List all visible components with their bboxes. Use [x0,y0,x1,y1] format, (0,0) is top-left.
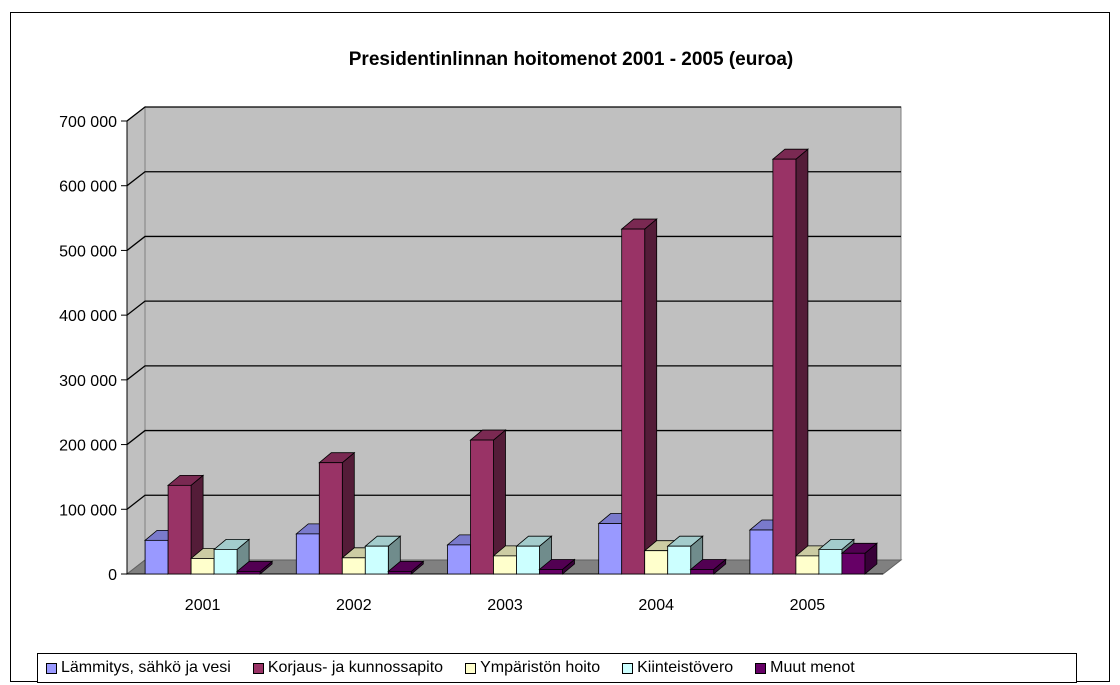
bar [667,545,692,575]
chart-frame: Presidentinlinnan hoitomenot 2001 - 2005… [10,12,1110,683]
bar [341,557,366,575]
y-tick-label: 0 [108,567,117,584]
y-tick-label: 600 000 [59,179,117,196]
bar-side [795,148,809,575]
bar [295,533,320,575]
legend-item: Korjaus- ja kunnossapito [252,659,444,677]
bar [447,544,471,575]
legend-item: Kiinteistövero [622,659,733,677]
legend-label: Korjaus- ja kunnossapito [267,659,444,676]
bar [470,439,494,575]
x-tick-label: 2005 [790,597,826,614]
legend-item: Ympäristön hoito [465,659,600,677]
chart: Presidentinlinnan hoitomenot 2001 - 2005… [59,49,903,614]
legend-label: Muut menot [770,659,855,676]
gridline [126,106,901,122]
y-tick-label: 700 000 [59,114,117,131]
y-tick-label: 300 000 [59,373,117,390]
bar [841,552,866,575]
x-tick-label: 2003 [487,597,523,614]
bar [190,558,215,575]
legend-item: Muut menot [755,659,855,677]
bar [621,228,646,575]
legend-swatch [252,662,264,674]
bar [795,555,820,575]
y-tick-label: 500 000 [59,243,117,260]
y-tick-label: 200 000 [59,438,117,455]
bar [772,158,797,575]
bar [144,539,169,575]
legend-label: Kiinteistövero [637,659,734,676]
bar [236,571,261,575]
bar [749,529,774,575]
side-wall [126,105,146,576]
legend-swatch [46,662,57,674]
y-tick-label: 400 000 [59,308,117,325]
legend-swatch [465,662,477,674]
bar [213,549,238,575]
bar [167,484,192,575]
x-tick-label: 2001 [185,597,221,614]
bar [387,571,412,575]
legend-swatch [755,662,767,674]
plot-area: 0 100 000 200 000 300 000 400 000 500 000 600 … [59,105,903,614]
gridline [126,171,901,187]
bar [598,523,623,575]
legend-swatch [622,662,634,674]
bar [818,549,843,575]
legend-label: Ympäristön hoito [480,659,601,676]
bar [644,550,669,575]
legend-item: Lämmitys, sähkö ja vesi [46,659,231,677]
bar [539,569,563,575]
legend: Lämmitys, sähkö ja vesi Korjaus- ja kunno… [37,653,1077,683]
bar [318,462,343,575]
x-tick-label: 2002 [336,597,372,614]
bar-side [644,218,658,575]
bar [364,545,389,575]
bar [690,569,715,575]
legend-label: Lämmitys, sähkö ja vesi [61,659,231,676]
bar [493,555,517,575]
chart-title: Presidentinlinnan hoitomenot 2001 - 2005… [349,49,794,70]
x-tick-label: 2004 [638,597,674,614]
bar [516,545,540,575]
y-tick-label: 100 000 [59,502,117,519]
